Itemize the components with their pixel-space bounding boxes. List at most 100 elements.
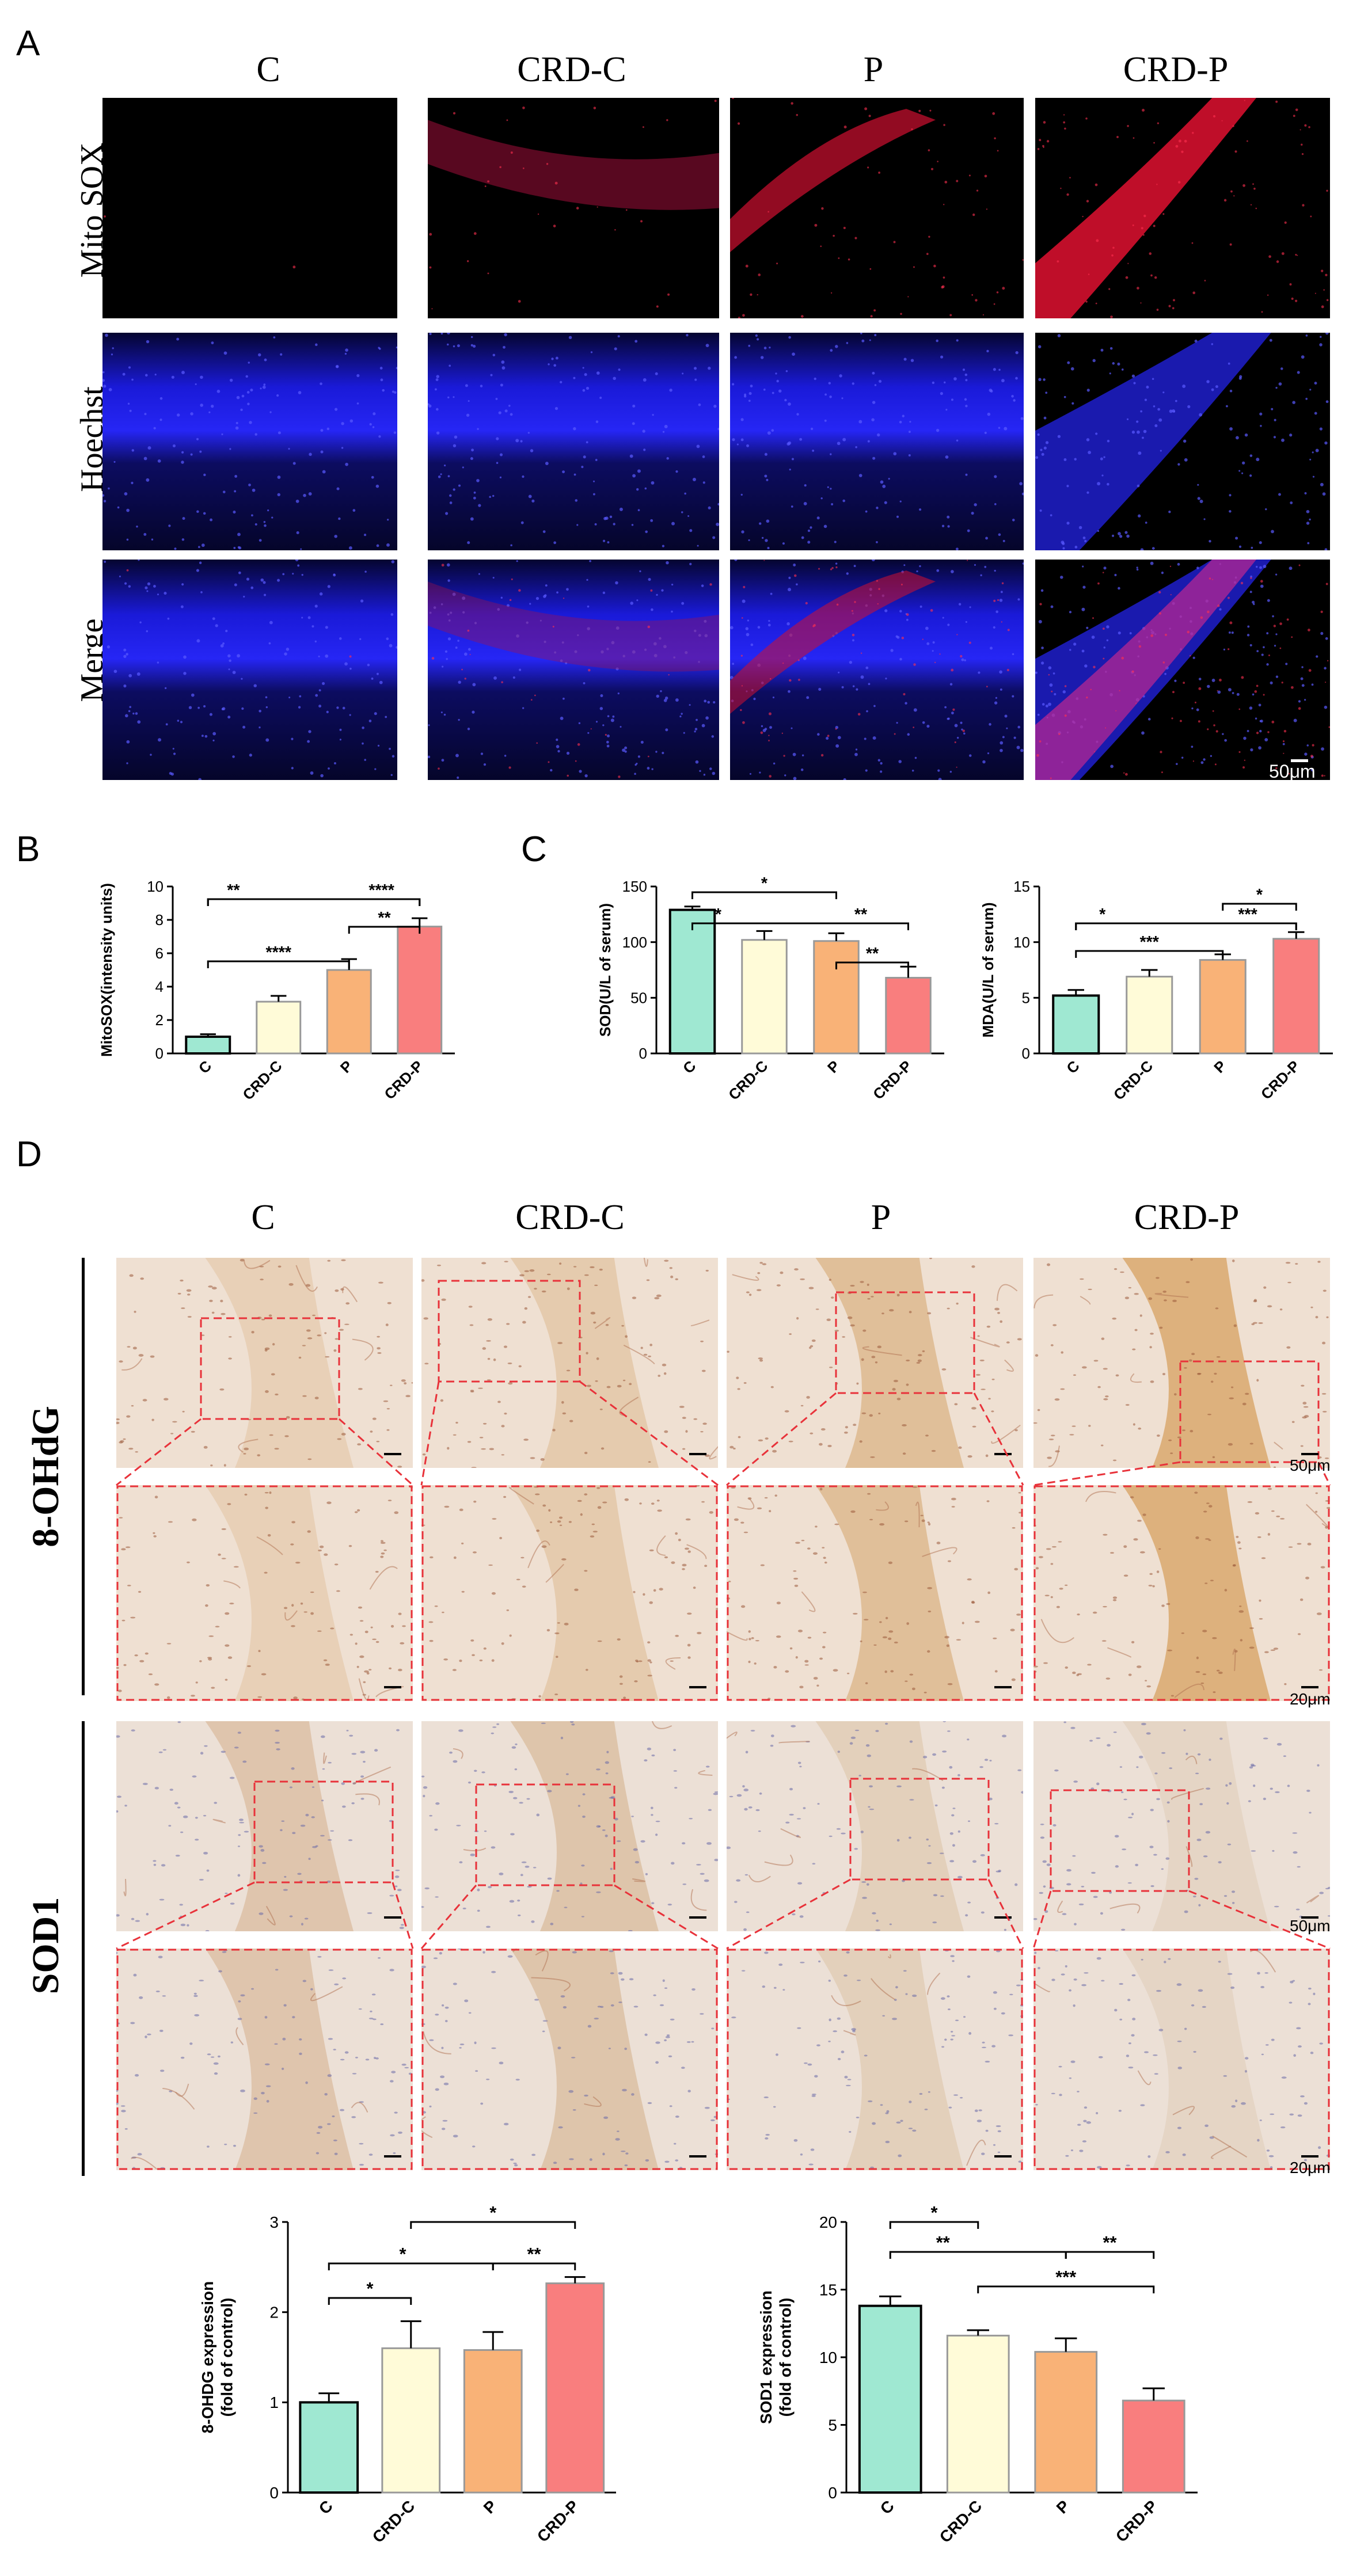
ihc-sod1-low-p — [727, 1721, 1023, 1931]
panel-d-row-label-sod1: SOD1 — [25, 1897, 67, 1995]
ohdg-ytick-label-0: 0 — [269, 2484, 279, 2502]
mitosox-ytick-label-5: 10 — [147, 878, 164, 895]
micrograph-mitosox-crd-p — [1035, 98, 1330, 318]
panel-d-scale-sod1-low: 50μm — [1290, 1917, 1331, 1935]
ihc-ohdg-low-crd-c — [421, 1258, 718, 1468]
mitosox-bar-1 — [256, 1000, 302, 1055]
sod-bar-3 — [885, 977, 932, 1055]
sod-sig-label-3: ** — [866, 945, 879, 963]
mda-bar-0 — [1052, 994, 1100, 1055]
ohdg-sig-label-0: * — [489, 2202, 496, 2223]
ohdg-ylabel: 8-OHDG expression — [199, 2281, 216, 2434]
panel-letter-c: C — [521, 830, 547, 869]
ihc-sod1-high-p — [727, 1949, 1023, 2170]
ohdg-bar-1 — [381, 2347, 441, 2494]
panel-a-col-label-crd-c: CRD-C — [517, 50, 626, 89]
panel-a-col-label-crd-p: CRD-P — [1123, 50, 1229, 89]
ohdg-ylabel2: (fold of control) — [218, 2298, 236, 2417]
sod-xlabel-3: CRD-P — [869, 1057, 915, 1102]
mitosox-sig-bracket-3 — [348, 926, 421, 934]
ihc-ohdg-low-crd-p — [1033, 1258, 1330, 1468]
sod-sig-label-1: * — [715, 905, 722, 924]
ihc-sod1-high-crd-p — [1033, 1949, 1330, 2170]
sod1-ytick-label-4: 20 — [819, 2213, 837, 2231]
mitosox-ytick-label-4: 8 — [155, 911, 164, 929]
ohdg-xlabel-0: C — [316, 2497, 336, 2518]
micrograph-merge-crd-c — [428, 560, 719, 780]
micrograph-merge-crd-p — [1035, 560, 1330, 780]
sod1-bar-2 — [1034, 2351, 1098, 2494]
micrograph-merge-p — [730, 560, 1024, 780]
ohdg-xlabel-3: CRD-P — [534, 2497, 583, 2546]
sod-xlabel-0: C — [679, 1057, 700, 1077]
panel-letter-b: B — [16, 830, 40, 869]
sod-sig-label-0: * — [761, 874, 768, 893]
sod-ytick-label-3: 150 — [622, 878, 647, 895]
sod-bar-0 — [668, 908, 716, 1055]
mda-bar-1 — [1126, 976, 1173, 1055]
ohdg-sig-bracket-0 — [410, 2221, 576, 2229]
sod-bar-1 — [741, 939, 788, 1055]
ohdg-ytick-label-1: 1 — [269, 2394, 279, 2411]
ohdg-bar-3 — [545, 2282, 605, 2494]
ohdg-sig-bracket-1 — [328, 2262, 494, 2270]
mda-xlabel-2: P — [1210, 1057, 1229, 1076]
ihc-sod1-low-crd-c — [421, 1721, 718, 1931]
sod1-xlabel-0: C — [877, 2497, 898, 2518]
mda-ytick-label-3: 15 — [1013, 878, 1030, 895]
mitosox-sig-label-3: ** — [378, 909, 391, 927]
mitosox-sig-label-2: **** — [265, 943, 291, 962]
ihc-sod1-high-crd-c — [421, 1949, 718, 2170]
panel-d-col-label-crd-c: CRD-C — [515, 1198, 625, 1237]
micrograph-mitosox-crd-c — [428, 98, 719, 318]
micrograph-hoechst-p — [730, 333, 1024, 550]
ihc-ohdg-high-p — [727, 1485, 1023, 1701]
ihc-sod1-low-crd-p — [1033, 1721, 1330, 1931]
mitosox-ytick-label-2: 4 — [155, 978, 164, 995]
sod1-sig-label-2: ** — [1103, 2232, 1117, 2252]
sod1-sig-bracket-3 — [977, 2285, 1155, 2293]
mda-ytick-label-0: 0 — [1022, 1045, 1030, 1062]
ohdg-chart: 0 1 2 3 8-OHDG expression (fold of control) C C… — [199, 2202, 616, 2546]
micrograph-hoechst-c — [102, 333, 397, 550]
sod-ytick-label-0: 0 — [639, 1045, 647, 1062]
mda-sig-label-1: *** — [1238, 905, 1257, 924]
micrograph-hoechst-crd-c — [428, 333, 719, 550]
mitosox-ytick-label-0: 0 — [155, 1045, 164, 1062]
mitosox-sig-label-0: ** — [227, 881, 240, 900]
mitosox-sig-bracket-2 — [207, 960, 350, 968]
sod1-bar-3 — [1122, 2399, 1185, 2494]
sod1-xlabel-3: CRD-P — [1112, 2497, 1161, 2546]
mitosox-sig-bracket-0 — [207, 898, 421, 906]
ihc-ohdg-low-p — [727, 1258, 1023, 1468]
sod-sig-bracket-3 — [835, 961, 909, 969]
micrograph-hoechst-crd-p — [1035, 333, 1330, 550]
panel-letter-a: A — [16, 24, 40, 63]
ohdg-sig-label-1: * — [400, 2244, 406, 2264]
mda-sig-bracket-1 — [1075, 922, 1297, 930]
ohdg-ytick-label-2: 2 — [269, 2303, 279, 2321]
mda-ylabel: MDA(U/L of serum) — [979, 903, 997, 1038]
sod1-chart: 0 5 10 15 20 SOD1 expression (fold of control)… — [757, 2202, 1198, 2546]
panel-a-scale-label: 50μm — [1269, 761, 1316, 782]
panel-d-row-label-ohdg: 8-OHdG — [25, 1406, 67, 1547]
ohdg-bar-0 — [299, 2401, 359, 2494]
mitosox-xlabel-3: CRD-P — [381, 1057, 426, 1102]
ihc-ohdg-high-crd-p — [1033, 1485, 1330, 1701]
sod-ytick-label-1: 50 — [630, 989, 647, 1006]
mda-sig-bracket-0 — [1075, 922, 1297, 930]
mda-xlabel-0: C — [1063, 1057, 1083, 1077]
sod-xlabel-1: CRD-C — [725, 1057, 772, 1104]
sod1-ylabel2: (fold of control) — [777, 2298, 795, 2417]
panel-a-col-label-c: C — [256, 50, 280, 89]
panel-letter-d: D — [16, 1135, 42, 1174]
mitosox-sig-label-1: **** — [368, 881, 394, 900]
ohdg-sig-label-3: * — [367, 2278, 374, 2299]
mda-xlabel-3: CRD-P — [1257, 1057, 1303, 1102]
mda-sig-bracket-3 — [1222, 903, 1297, 911]
mda-sig-bracket-2 — [1075, 950, 1224, 958]
mitosox-ytick-label-1: 2 — [155, 1011, 164, 1029]
sod-bar-2 — [813, 940, 860, 1055]
